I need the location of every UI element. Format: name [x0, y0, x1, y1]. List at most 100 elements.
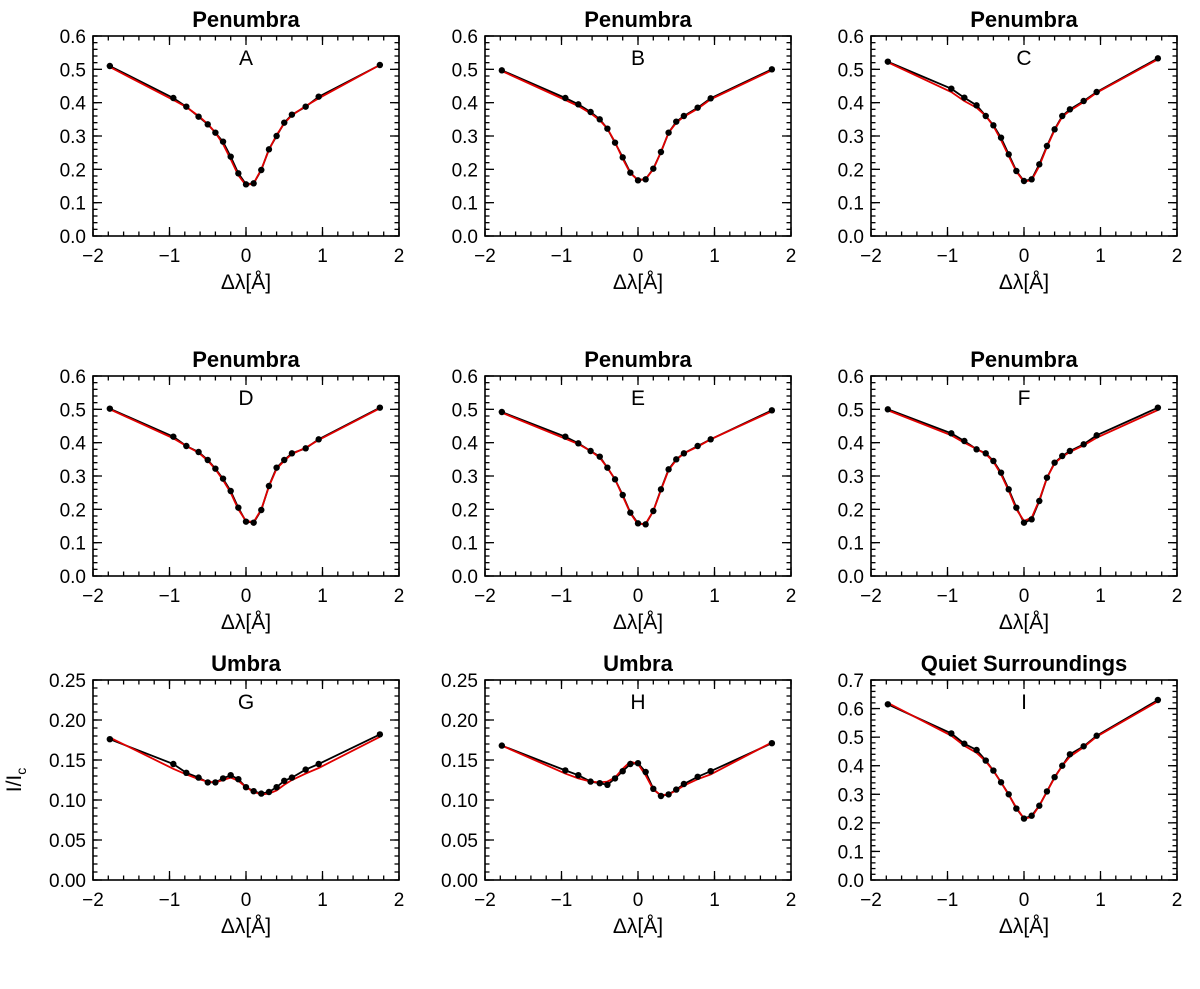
- observed-point: [227, 487, 234, 495]
- y-tick-label: 0.3: [452, 127, 478, 148]
- y-tick-label: 0.05: [441, 831, 478, 852]
- y-tick-label: 0.15: [49, 751, 86, 772]
- x-tick-label: 0: [633, 890, 644, 911]
- y-tick-label: 0.5: [60, 400, 86, 421]
- observed-point: [961, 94, 968, 101]
- panel-e: Penumbra E Δλ[Å] −2 −1 0 1 2 0.0 0.1 0.2 0.3 0.4 0.5 0…: [452, 347, 797, 634]
- observed-point: [948, 430, 955, 437]
- x-tick-label: −1: [159, 246, 181, 267]
- observed-point: [1028, 812, 1035, 819]
- observed-point: [982, 450, 989, 457]
- x-tick-label: −1: [159, 890, 181, 911]
- observed-point: [1020, 815, 1028, 822]
- observed-point: [258, 166, 265, 174]
- observed-point: [273, 132, 280, 140]
- observed-point: [250, 519, 257, 526]
- observed-point: [1080, 743, 1087, 750]
- observed-point: [596, 453, 603, 460]
- observed-point: [212, 129, 219, 136]
- observed-point: [1013, 167, 1020, 175]
- panel-h: Umbra H Δλ[Å] −2 −1 0 1 2 0.00 0.05 0.10 0.15 0.20 0.…: [441, 651, 796, 938]
- observed-point: [1043, 474, 1051, 481]
- observed-point: [650, 507, 657, 515]
- observed-point: [642, 521, 649, 528]
- observed-point: [1059, 762, 1066, 769]
- observed-point: [1043, 142, 1051, 150]
- observed-point: [990, 457, 997, 465]
- x-tick-label: −1: [551, 586, 573, 607]
- observed-point: [242, 181, 250, 188]
- observed-point: [183, 442, 190, 450]
- x-tick-label: −2: [860, 890, 882, 911]
- y-tick-label: 0.3: [60, 127, 86, 148]
- y-tick-label: 0.5: [452, 400, 478, 421]
- y-tick-label: 0.1: [452, 534, 478, 555]
- observed-point: [997, 779, 1005, 786]
- observed-point: [1066, 447, 1074, 455]
- observed-point: [273, 784, 280, 791]
- panel-title: Penumbra: [970, 347, 1078, 372]
- y-tick-label: 0.3: [838, 785, 864, 806]
- observed-point: [587, 778, 594, 785]
- observed-point: [1080, 441, 1087, 448]
- x-tick-label: −2: [860, 586, 882, 607]
- observed-point: [170, 760, 177, 768]
- observed-point: [665, 466, 672, 473]
- observed-point: [1036, 161, 1043, 168]
- observed-point: [315, 436, 322, 443]
- panel-letter: E: [631, 387, 645, 410]
- fit-series-line: [109, 407, 381, 523]
- x-tick-label: 2: [394, 246, 405, 267]
- observed-point: [657, 792, 665, 800]
- observed-point: [281, 456, 288, 464]
- y-tick-label: 0.2: [452, 160, 478, 181]
- y-tick-label: 0.25: [441, 671, 478, 692]
- panel-letter: D: [238, 387, 253, 410]
- y-tick-label: 0.1: [838, 194, 864, 215]
- observed-point: [1005, 151, 1012, 158]
- observed-point: [884, 58, 892, 65]
- observed-point: [604, 464, 611, 471]
- observed-point: [1154, 55, 1162, 62]
- observed-point: [204, 779, 211, 786]
- y-tick-label: 0.6: [452, 27, 478, 48]
- y-tick-label: 0.20: [441, 711, 478, 732]
- observed-point: [376, 61, 384, 69]
- y-tick-label: 0.1: [838, 842, 864, 863]
- y-tick-label: 0.4: [838, 757, 865, 778]
- panel-title: Penumbra: [970, 7, 1078, 32]
- x-tick-label: 0: [633, 586, 644, 607]
- y-tick-label: 0.6: [60, 367, 86, 388]
- panel-title: Penumbra: [192, 7, 300, 32]
- y-tick-label: 0.6: [60, 27, 86, 48]
- observed-point: [1080, 97, 1087, 105]
- x-axis-label: Δλ[Å]: [221, 271, 271, 294]
- observed-point: [258, 790, 265, 797]
- x-tick-label: 2: [786, 246, 797, 267]
- observed-point: [1059, 112, 1066, 120]
- observed-point: [265, 482, 273, 490]
- observed-point: [1066, 106, 1074, 113]
- panel-title: Umbra: [211, 651, 281, 676]
- observed-point: [604, 781, 611, 788]
- observed-point: [619, 768, 626, 775]
- x-tick-label: −1: [937, 890, 959, 911]
- observed-point: [650, 165, 657, 172]
- observed-series-line: [501, 742, 773, 797]
- observed-series-line: [109, 64, 381, 186]
- observed-point: [634, 520, 642, 527]
- observed-point: [619, 154, 626, 161]
- observed-point: [948, 730, 955, 737]
- x-axis-label: Δλ[Å]: [999, 271, 1049, 294]
- observed-point: [235, 776, 242, 783]
- y-tick-label: 0.4: [452, 434, 479, 455]
- observed-point: [1059, 452, 1066, 460]
- y-tick-label: 0.5: [838, 60, 864, 81]
- observed-point: [665, 129, 672, 136]
- observed-point: [1013, 504, 1020, 511]
- observed-point: [1093, 732, 1100, 739]
- observed-point: [562, 94, 569, 102]
- y-tick-label: 0.2: [60, 500, 86, 521]
- observed-point: [948, 85, 955, 92]
